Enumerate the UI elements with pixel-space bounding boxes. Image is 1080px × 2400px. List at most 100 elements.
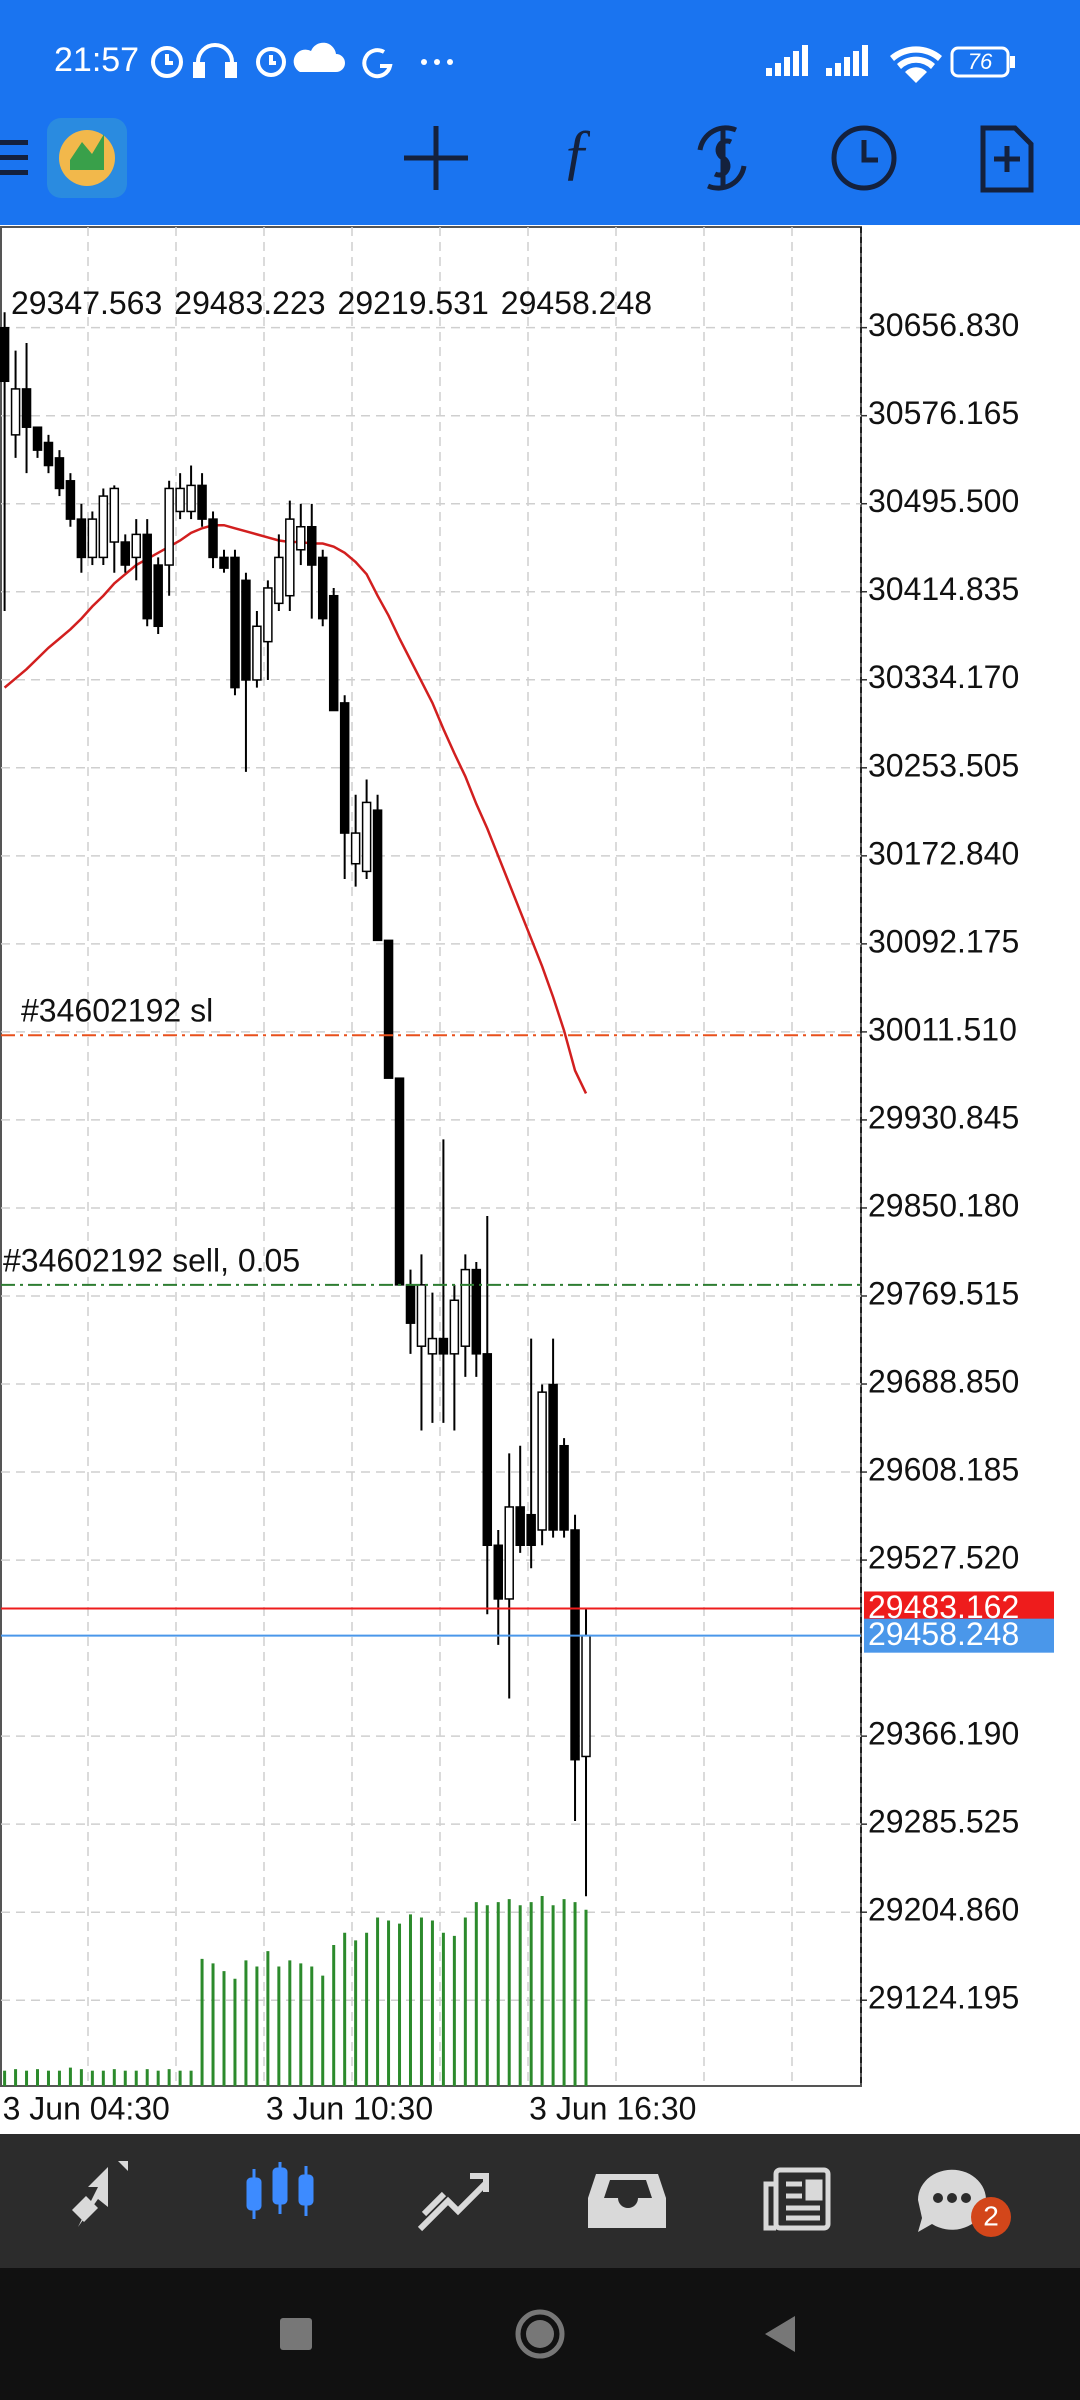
status-time: 21:57	[54, 41, 139, 79]
symbol-button-part[interactable]	[697, 125, 747, 191]
news-tab-part[interactable]	[763, 2181, 820, 2231]
y-tick-label: 29366.190	[868, 1716, 1019, 1752]
symbol-button-part[interactable]	[713, 128, 733, 188]
menu-button-part[interactable]	[0, 170, 28, 175]
signal-icons-part	[853, 51, 859, 76]
indicators-button[interactable]: ƒ	[562, 118, 593, 186]
candle-body	[208, 518, 218, 559]
y-tick-label: 29769.515	[868, 1275, 1019, 1311]
status-icons-part	[293, 42, 345, 72]
y-tick-label: 29930.845	[868, 1099, 1019, 1135]
timeframe-button-part[interactable]	[861, 140, 878, 163]
signal-icons-part	[775, 63, 781, 76]
status-icons-part	[256, 47, 286, 77]
history-tab[interactable]	[588, 2174, 666, 2228]
app-logo-part[interactable]	[70, 134, 104, 170]
chat-tab-part[interactable]	[971, 2197, 1011, 2237]
chat-tab-part[interactable]	[933, 2193, 943, 2203]
new-order-button[interactable]	[980, 125, 1034, 193]
chat-badge: 2	[983, 2200, 999, 2231]
new-order-button-part[interactable]	[994, 146, 1020, 172]
crosshair-button[interactable]	[404, 126, 468, 190]
app-header: 21:57 76 ƒ	[0, 0, 1080, 225]
candle-body	[471, 1268, 482, 1355]
candle-body	[87, 518, 98, 559]
status-icons	[151, 42, 453, 79]
candle-body	[515, 1506, 525, 1547]
battery-tip	[1010, 56, 1015, 68]
chat-tab-part[interactable]	[961, 2193, 971, 2203]
candle-body	[98, 495, 109, 559]
candle-body	[449, 1299, 460, 1355]
candle-body	[383, 939, 394, 1079]
chart-tab[interactable]	[246, 2162, 314, 2219]
quotes-tab-part[interactable]	[78, 2161, 128, 2227]
status-icons-part	[434, 59, 440, 65]
crosshair-button-part[interactable]	[404, 126, 468, 190]
status-icons-part	[269, 55, 276, 65]
battery-level: 76	[968, 49, 993, 74]
news-tab[interactable]	[763, 2167, 831, 2231]
candle-body	[175, 487, 185, 513]
candle-body	[526, 1513, 536, 1547]
signal-icons-part	[890, 46, 942, 83]
candle-body	[197, 484, 207, 520]
x-tick-label: 3 Jun 10:30	[266, 2090, 433, 2126]
timeframe-button-part[interactable]	[831, 125, 897, 191]
menu-button[interactable]	[0, 140, 28, 175]
app-logo[interactable]	[47, 118, 127, 198]
symbol-button[interactable]	[697, 125, 747, 191]
back-button[interactable]	[765, 2316, 795, 2352]
quotes-tab-part[interactable]	[72, 2196, 98, 2222]
nav-buttons	[280, 2309, 795, 2359]
menu-button-part[interactable]	[0, 140, 28, 145]
quotes-tab[interactable]	[72, 2161, 128, 2227]
news-tab-part[interactable]	[773, 2167, 831, 2231]
menu-button-part[interactable]	[0, 155, 28, 160]
candle-body	[43, 441, 54, 467]
status-icons-part	[193, 62, 205, 78]
status-icons-part	[362, 48, 393, 79]
y-tick-label: 29204.860	[868, 1892, 1019, 1928]
y-tick-label: 29850.180	[868, 1187, 1019, 1223]
candle-body	[548, 1383, 558, 1531]
system-nav-bar	[0, 2268, 1080, 2400]
ohlc-value: 29219.531	[338, 285, 489, 321]
x-tick-label: 3 Jun 16:30	[529, 2090, 696, 2126]
candle-body	[504, 1506, 514, 1600]
candle-body	[65, 480, 76, 520]
header-icons: 21:57 76 ƒ	[0, 41, 1034, 198]
status-icons-part	[421, 59, 427, 65]
candle-body	[372, 809, 383, 942]
candle-body	[164, 487, 174, 566]
candle-body	[10, 388, 21, 436]
candle-body	[109, 487, 120, 543]
history-tab-part[interactable]	[604, 2180, 652, 2208]
candle-body	[296, 525, 306, 551]
candle-body	[416, 1284, 427, 1347]
recents-button[interactable]	[280, 2318, 312, 2350]
trade-tab-part[interactable]	[417, 2173, 489, 2232]
price-tag-label: 29458.248	[868, 1616, 1019, 1652]
candle-body	[317, 556, 328, 620]
home-button-part[interactable]	[515, 2309, 565, 2359]
battery: 76	[950, 46, 1015, 78]
home-button-part[interactable]	[526, 2320, 554, 2348]
chat-tab-part[interactable]	[947, 2193, 957, 2203]
ohlc-value: 29483.223	[174, 285, 325, 321]
news-tab-part[interactable]	[805, 2179, 823, 2201]
price-tag	[864, 1618, 1054, 1653]
timeframe-button[interactable]	[831, 125, 897, 191]
y-tick-label: 29285.525	[868, 1804, 1019, 1840]
new-order-button-part[interactable]	[980, 125, 1034, 193]
signal-icons-part	[793, 51, 799, 76]
bottom-toolbar: 2	[0, 2134, 1080, 2268]
candle-body	[120, 541, 131, 566]
chat-tab[interactable]: 2	[917, 2169, 1011, 2237]
home-button[interactable]	[515, 2309, 565, 2359]
candle-body	[361, 801, 372, 873]
trade-tab[interactable]	[417, 2173, 489, 2232]
candle-body	[274, 556, 284, 605]
signal-icons-part	[766, 68, 772, 76]
status-icons-part	[151, 46, 183, 78]
